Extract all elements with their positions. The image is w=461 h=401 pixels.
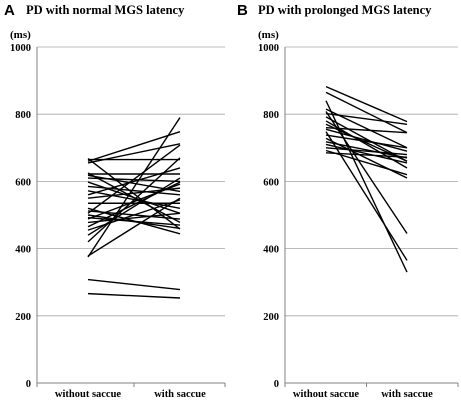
panel-a-y-unit: (ms) [10,29,31,41]
panel-b-series-line [325,128,408,152]
panel-a-series-line [87,131,181,162]
panel-b-series-line [325,126,408,134]
panel-a-plot: 0 200 400 600 800 1000 without saccue with sacc… [10,43,226,400]
panel-b-y-unit: (ms) [258,29,279,41]
panel-a-y-tick-label: 1000 [10,43,31,54]
panel-a-series-line [87,207,181,235]
panel-a-title: PD with normal MGS latency [26,3,185,17]
panel-b-series-line [325,134,408,149]
panel-a-y-tick-label: 600 [15,177,31,188]
panel-b-y-tick-label: 0 [274,379,279,390]
panel-b-plot: 0 200 400 600 800 1000 without saccue with sacc… [258,43,459,400]
panel-a-y-tick-label: 0 [26,379,31,390]
panel-a-x-category-label: without saccue [55,389,122,400]
panel-a-y-tick-label: 200 [15,312,31,323]
panel-a-series-line [87,174,181,193]
panel-b-series-line [325,111,408,234]
panel-b-y-tick-label: 200 [263,312,279,323]
panel-b-y-tick-label: 1000 [258,43,279,54]
panel-a-x-category-label: with saccue [154,389,206,400]
panel-a-series-line [87,167,181,196]
panel-b-series-line [325,152,408,158]
panel-b-y-tick-label: 800 [263,110,279,121]
panel-b-title: PD with prolonged MGS latency [258,3,432,17]
panel-b-x-category-label: without saccue [293,389,360,400]
panel-b-series-line [325,141,408,159]
panel-a-series-line [87,172,181,224]
panel-b-series-line [325,143,408,164]
panel-b-series-line [325,86,408,123]
panel-b-series-line [325,112,408,125]
panel-a-series-line [87,278,181,291]
panel-b-y-tick-label: 400 [263,245,279,256]
panel-a-series-line [87,117,181,258]
panel-a-series-line [87,292,181,299]
panel-a-y-tick-label: 800 [15,110,31,121]
panel-a-series-line [87,190,181,209]
panel-b-series-line [325,91,408,134]
panel-b-series-line [325,149,408,176]
panel-a-y-tick-label: 400 [15,245,31,256]
panel-b-series-line [325,147,408,156]
panel-b-x-category-label: with saccue [381,389,433,400]
panel-a-series-line [87,157,181,230]
panel-b-letter: B [237,2,248,19]
panel-b-y-tick-label: 600 [263,177,279,188]
panel-a-letter: A [4,2,15,19]
